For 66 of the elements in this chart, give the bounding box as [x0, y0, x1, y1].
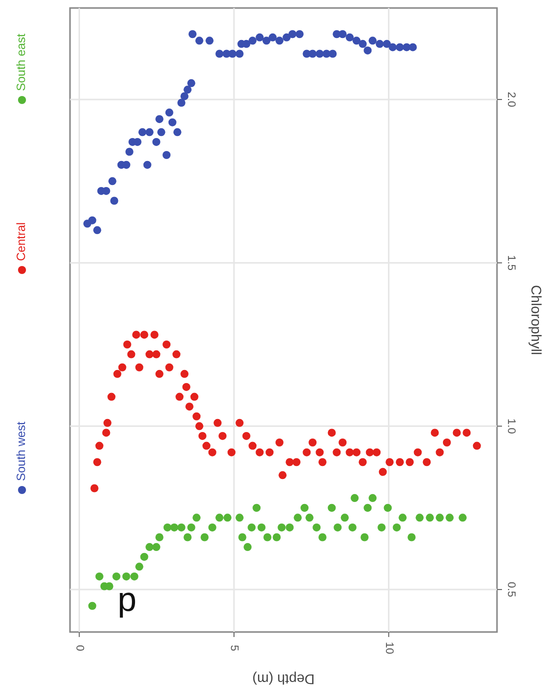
point	[368, 494, 377, 502]
point	[294, 514, 302, 522]
point	[140, 552, 148, 561]
point	[300, 504, 309, 512]
y-tick-label: 2.0	[505, 92, 518, 108]
point	[187, 523, 196, 532]
text: South west	[14, 420, 28, 481]
point	[252, 504, 261, 512]
x-tick-label: 10	[382, 642, 395, 654]
point	[236, 514, 244, 522]
point	[458, 514, 467, 522]
point	[416, 514, 424, 522]
point	[88, 602, 96, 610]
point	[215, 514, 224, 522]
point	[312, 523, 321, 532]
point	[340, 514, 349, 522]
point	[318, 533, 326, 542]
x-tick-label: 5	[228, 644, 240, 652]
point	[258, 523, 266, 532]
point	[248, 523, 256, 532]
point	[135, 562, 144, 571]
point	[360, 533, 369, 542]
point	[208, 523, 216, 532]
point	[398, 514, 407, 522]
point	[238, 533, 246, 542]
point	[426, 514, 434, 522]
point	[334, 523, 342, 532]
y-axis-title: Chlorophyll	[528, 284, 544, 356]
point	[155, 533, 164, 542]
point	[163, 523, 172, 532]
point	[244, 543, 252, 552]
point	[392, 523, 401, 532]
text: South east	[14, 32, 28, 91]
point	[364, 504, 372, 512]
point	[177, 523, 186, 532]
point	[348, 523, 356, 532]
point	[384, 504, 392, 512]
point	[200, 533, 209, 542]
point	[272, 533, 281, 542]
point	[446, 514, 454, 522]
point	[378, 523, 386, 532]
y-tick-label: 1.0	[505, 418, 518, 434]
point	[263, 533, 272, 542]
point	[192, 514, 201, 522]
point	[170, 523, 178, 532]
point	[146, 543, 154, 552]
y-tick-label: 0.5	[505, 582, 518, 598]
point	[436, 514, 444, 522]
point	[278, 523, 286, 532]
point	[223, 514, 232, 522]
point	[112, 572, 120, 580]
y-tick-label: 1.5	[505, 255, 518, 270]
point	[305, 514, 314, 522]
point	[328, 504, 336, 512]
text: Central	[14, 222, 28, 261]
point	[350, 494, 359, 502]
point	[152, 543, 160, 552]
point	[95, 572, 104, 580]
point	[286, 523, 294, 532]
point	[130, 572, 138, 580]
point	[184, 533, 192, 542]
x-axis-title: Depth (m)	[252, 671, 315, 688]
annotation: d	[118, 585, 136, 624]
point	[122, 572, 130, 580]
x-tick-label: 0	[73, 644, 86, 652]
point	[408, 533, 416, 542]
